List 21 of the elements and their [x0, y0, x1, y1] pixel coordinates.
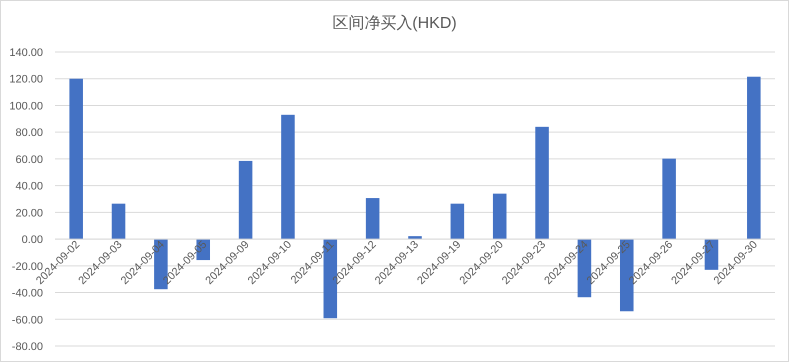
- y-tick-label: -80.00: [12, 341, 43, 353]
- bar: [662, 158, 676, 240]
- bar: [112, 204, 126, 240]
- bar: [238, 160, 252, 240]
- y-tick-label: 120.00: [9, 74, 43, 86]
- y-tick-label: -60.00: [12, 314, 43, 326]
- y-tick-label: 100.00: [9, 100, 43, 112]
- bar: [281, 114, 295, 240]
- y-tick-label: 80.00: [15, 127, 43, 140]
- y-tick-label: 60.00: [15, 154, 43, 166]
- bar: [492, 194, 506, 240]
- bar: [747, 76, 761, 240]
- y-tick-label: 140.00: [9, 47, 43, 59]
- y-tick-label: 40.00: [15, 180, 43, 193]
- bar: [69, 78, 83, 240]
- chart-title: 区间净买入(HKD): [332, 14, 457, 32]
- bar: [535, 126, 549, 240]
- bar: [450, 204, 464, 240]
- y-tick-label: 20.00: [15, 207, 43, 220]
- bar: [366, 198, 380, 240]
- y-tick-label: -40.00: [12, 288, 43, 300]
